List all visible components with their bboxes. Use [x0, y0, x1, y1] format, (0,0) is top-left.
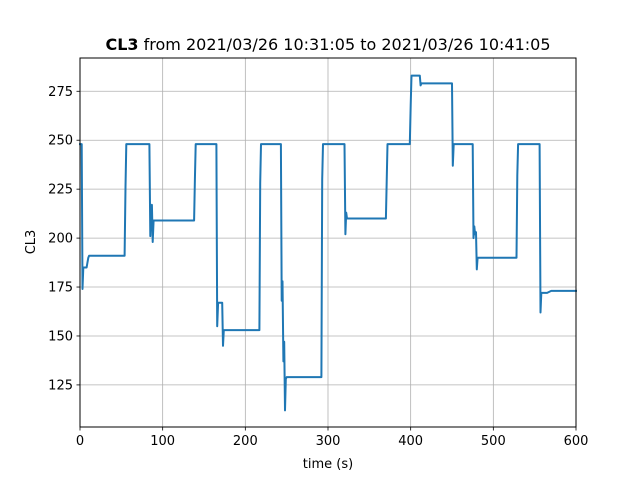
- y-tick-label: 275: [48, 85, 73, 100]
- x-tick-label: 500: [481, 434, 506, 449]
- x-axis-label: time (s): [303, 457, 353, 472]
- x-tick-label: 300: [316, 434, 341, 449]
- y-tick-label: 250: [48, 134, 73, 149]
- y-axis: 125 150 175 200 225 250 275: [48, 85, 80, 393]
- x-tick-label: 400: [398, 434, 423, 449]
- chart-title: CL3 from 2021/03/26 10:31:05 to 2021/03/…: [105, 35, 550, 54]
- x-axis: 0 100 200 300 400 500 600: [76, 427, 589, 449]
- x-tick-label: 0: [76, 434, 84, 449]
- y-tick-label: 150: [48, 329, 73, 344]
- y-tick-label: 175: [48, 281, 73, 296]
- series-group: [79, 74, 577, 412]
- y-tick-label: 125: [48, 378, 73, 393]
- x-tick-label: 600: [564, 434, 589, 449]
- y-tick-label: 225: [48, 183, 73, 198]
- x-tick-label: 200: [233, 434, 258, 449]
- chart-title-bold: CL3: [105, 35, 138, 54]
- series-line: [79, 74, 577, 412]
- chart-title-rest: from 2021/03/26 10:31:05 to 2021/03/26 1…: [139, 35, 551, 54]
- x-tick-label: 100: [150, 434, 175, 449]
- grid-lines: [79, 58, 577, 427]
- y-tick-label: 200: [48, 232, 73, 247]
- y-axis-label: CL3: [24, 230, 39, 255]
